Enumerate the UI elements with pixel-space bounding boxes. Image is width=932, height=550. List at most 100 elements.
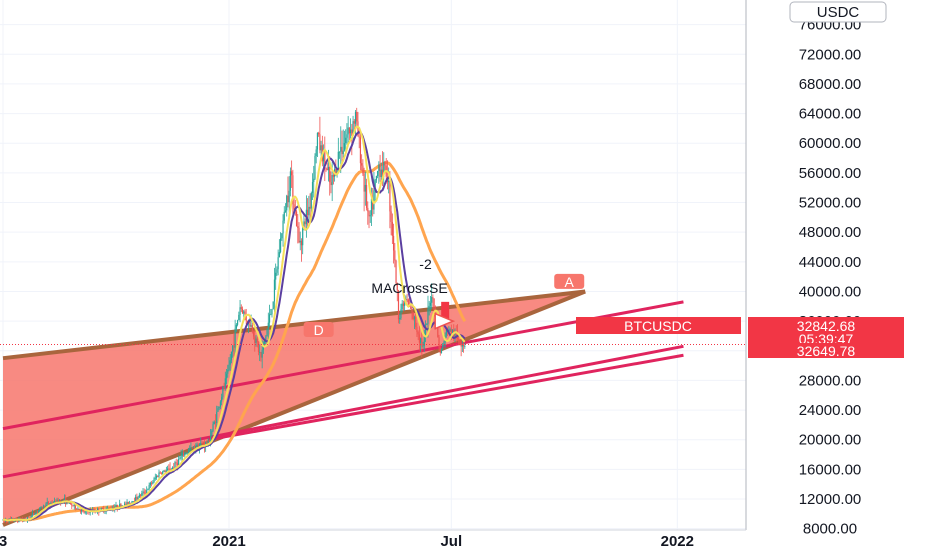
candle-body	[283, 211, 285, 221]
candle-body	[324, 152, 326, 168]
candle-body	[123, 503, 126, 506]
pattern-point-d-text: D	[314, 322, 324, 338]
last-price-text: 32842.68	[797, 318, 856, 334]
candle-body	[35, 512, 37, 514]
candle-body	[399, 318, 401, 320]
candle-body	[400, 309, 402, 319]
candle-body	[439, 347, 441, 353]
candle-body	[240, 307, 242, 309]
candle-body	[127, 501, 129, 506]
candle-body	[292, 175, 294, 205]
candle-body	[288, 190, 290, 203]
candle-body	[185, 453, 187, 455]
candle-body	[84, 511, 86, 513]
candle-body	[289, 171, 292, 191]
candle-body	[50, 502, 52, 505]
candle-body	[304, 221, 306, 225]
candle-body	[357, 121, 359, 137]
candle-body	[311, 182, 314, 193]
secondary-price-tag: 32649.78	[748, 343, 904, 359]
candle-body	[119, 503, 121, 509]
candle-body	[367, 207, 369, 212]
candle-body	[79, 509, 81, 512]
candle-body	[106, 507, 109, 509]
candle-body	[413, 316, 416, 320]
time-tick-label: 3	[0, 533, 7, 550]
price-tick-label: 16000.00	[799, 461, 862, 478]
candle-body	[165, 470, 167, 473]
candle-body	[388, 180, 390, 183]
candle-body	[44, 505, 46, 507]
candle-body	[300, 240, 303, 246]
candle-body	[264, 340, 266, 345]
candle-body	[239, 307, 241, 315]
candle-body	[271, 309, 273, 315]
candle-body	[266, 329, 268, 337]
candle-body	[76, 508, 78, 510]
candle-body	[245, 314, 247, 321]
candle-body	[432, 297, 434, 299]
candle-body	[389, 180, 391, 212]
candle-body	[295, 211, 298, 227]
candle-body	[261, 349, 263, 358]
candle-body	[287, 195, 289, 203]
candle-body	[120, 503, 122, 507]
candle-body	[143, 491, 145, 494]
candle-body	[318, 132, 320, 135]
candle-body	[115, 505, 117, 508]
candle-body	[286, 195, 288, 211]
pattern-point-a-label[interactable]: A	[554, 273, 585, 290]
candle-body	[221, 397, 223, 402]
candle-body	[214, 421, 217, 424]
price-axis[interactable]: 8000.00 12000.00 16000.00 20000.00 24000.00 2…	[745, 0, 862, 538]
candle-body	[440, 348, 443, 353]
candle-body	[72, 505, 74, 507]
wedge-lower-edge	[2, 289, 586, 527]
candle-body	[291, 171, 293, 176]
candle-body	[40, 507, 42, 508]
candle-body	[310, 192, 312, 209]
candle-body	[130, 502, 132, 504]
candle-body	[370, 198, 373, 216]
time-axis[interactable]: 3 2021 Jul 2022	[0, 529, 746, 550]
candle-body	[77, 508, 79, 510]
candle-body	[31, 513, 34, 516]
candle-body	[418, 334, 420, 343]
candle-body	[381, 169, 384, 177]
candle-body	[151, 482, 153, 484]
candle-body	[181, 452, 183, 457]
candle-body	[380, 169, 382, 178]
candle-body	[136, 496, 138, 500]
candle-body	[361, 163, 363, 166]
strategy-markers	[434, 301, 456, 330]
candle-body	[73, 504, 75, 506]
candle-body	[30, 515, 32, 519]
candle-body	[108, 507, 110, 509]
candle-body	[38, 510, 40, 513]
candle-body	[431, 297, 433, 303]
candle-body	[356, 111, 358, 122]
candle-body	[426, 323, 428, 325]
candle-body	[345, 137, 347, 144]
candle-body	[322, 152, 325, 162]
candle-body	[450, 328, 452, 336]
candle-body	[155, 476, 158, 478]
candle-body	[173, 467, 175, 469]
candle-body	[255, 338, 257, 343]
candle-body	[351, 129, 353, 137]
candle-body	[358, 136, 360, 138]
price-tick-label: 40000.00	[799, 283, 862, 300]
candle-body	[337, 151, 339, 169]
candle-body	[461, 344, 463, 347]
candle-body	[297, 226, 299, 228]
candle-body	[163, 470, 165, 472]
time-tick-label: 2021	[212, 533, 245, 550]
candle-body	[230, 351, 233, 361]
candle-body	[125, 503, 127, 506]
candle-body	[206, 442, 208, 445]
candle-body	[83, 510, 85, 513]
moving-average-line-purple	[2, 130, 466, 522]
currency-selector-button[interactable]: USDC	[789, 1, 887, 23]
pattern-point-d-label[interactable]: D	[303, 322, 334, 338]
